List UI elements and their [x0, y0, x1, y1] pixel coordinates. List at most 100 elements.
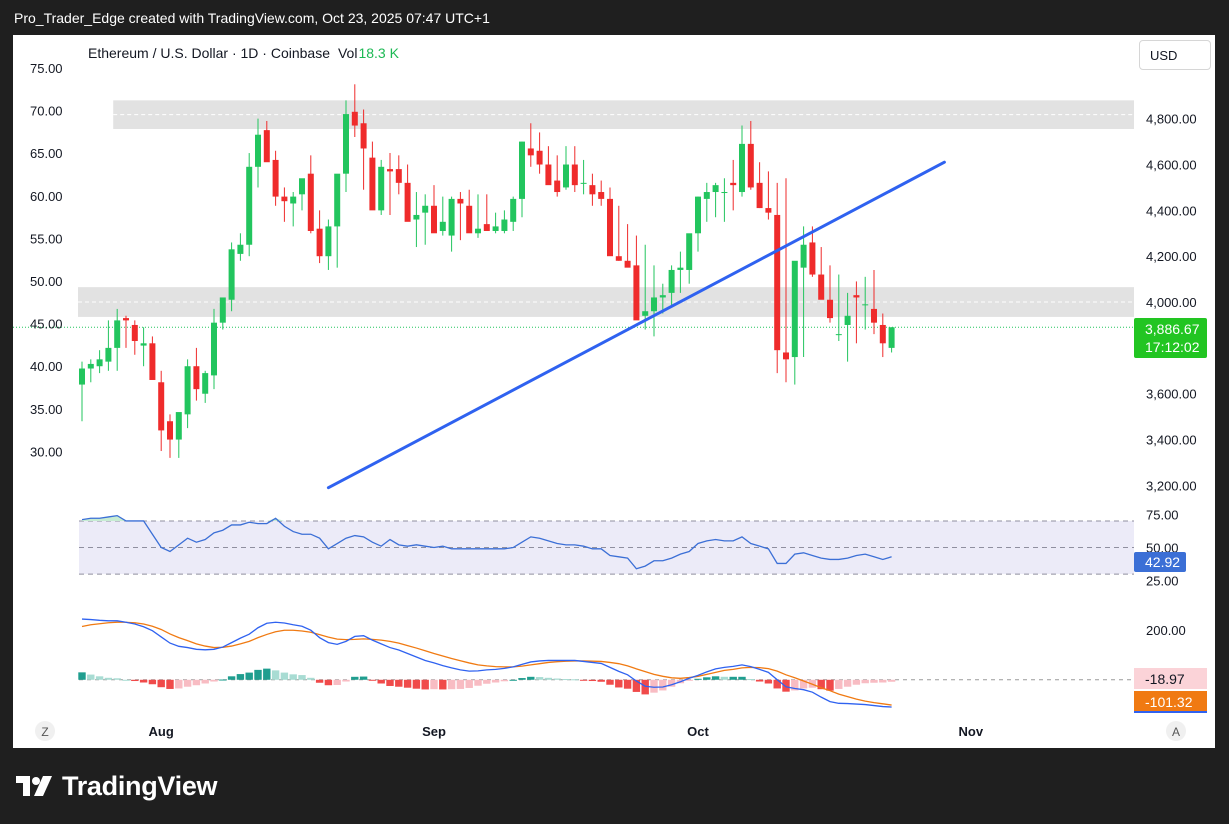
macd-histogram-bar — [518, 678, 526, 680]
candle-body — [615, 256, 622, 261]
candle-body — [879, 324, 886, 344]
candle — [818, 247, 825, 300]
auto-scale-button[interactable]: A — [1166, 721, 1186, 741]
candle-body — [343, 114, 349, 174]
macd-signal-line — [81, 621, 892, 706]
candle — [483, 194, 490, 231]
candle — [123, 315, 129, 348]
macd-histogram-bar — [289, 674, 297, 680]
macd-histogram-bar — [887, 679, 896, 682]
candle — [351, 84, 358, 138]
macd-histogram-bar — [764, 679, 773, 684]
currency-button[interactable]: USD — [1139, 40, 1211, 70]
candle-body — [659, 295, 666, 298]
candle-body — [167, 421, 173, 440]
candle-body — [589, 185, 596, 195]
candle-body — [642, 311, 649, 316]
timezone-button-label: Z — [41, 725, 48, 739]
timezone-button[interactable]: Z — [35, 721, 55, 741]
candle — [571, 146, 578, 193]
candle — [246, 153, 253, 257]
candle — [422, 194, 429, 245]
macd-histogram-bar — [597, 679, 605, 682]
tradingview-brand: TradingView — [16, 771, 218, 802]
macd-histogram-bar — [500, 679, 509, 682]
candle — [307, 155, 314, 234]
candle — [651, 265, 657, 337]
left-axis-tick: 65.00 — [30, 146, 63, 161]
timezone-button-bg[interactable] — [35, 721, 55, 741]
candle — [439, 196, 446, 236]
candle — [114, 308, 121, 371]
macd-histogram-bar — [333, 679, 341, 685]
macd-histogram-bar — [623, 679, 632, 689]
left-axis-tick: 35.00 — [30, 402, 63, 417]
candle-body — [668, 269, 675, 293]
macd-histogram-bar — [474, 679, 482, 686]
candle-body — [466, 205, 473, 234]
candle-body — [290, 196, 297, 204]
macd-histogram-bar — [157, 679, 165, 688]
candle-body — [853, 295, 860, 298]
macd-histogram-bar — [782, 679, 790, 692]
macd-histogram-bar — [439, 679, 447, 690]
candle — [228, 242, 235, 312]
candle-body — [527, 148, 534, 156]
candle — [466, 189, 473, 234]
candle — [149, 336, 156, 380]
candle-body — [404, 182, 411, 222]
candle — [457, 192, 464, 241]
left-axis-tick: 50.00 — [30, 274, 63, 289]
candle — [879, 313, 886, 358]
macd-histogram-bar — [254, 669, 262, 680]
candle-body — [114, 320, 121, 348]
candle-body — [686, 233, 693, 270]
macd-histogram-bar — [791, 679, 799, 691]
chart-panel[interactable] — [13, 35, 1215, 748]
candle — [527, 123, 534, 167]
candle — [343, 100, 349, 193]
candle — [255, 118, 261, 188]
macd-histogram-bar — [131, 679, 139, 682]
left-axis-tick: 60.00 — [30, 189, 63, 204]
macd-histogram-bar — [227, 676, 236, 680]
macd-histogram-bar — [817, 679, 825, 690]
macd-histogram-bar — [148, 679, 157, 685]
x-axis-label: Oct — [687, 724, 709, 739]
macd-histogram-bar — [456, 679, 465, 689]
candle-body — [158, 382, 165, 431]
candle — [774, 182, 781, 374]
auto-scale-button-bg[interactable] — [1166, 721, 1186, 741]
macd-histogram-bar — [703, 677, 711, 680]
macd-histogram-bar — [236, 674, 245, 680]
candle-body — [492, 226, 499, 231]
candle-body — [369, 157, 376, 211]
macd-histogram-bar — [139, 679, 148, 683]
candle-body — [633, 265, 640, 321]
macd-histogram-bar — [588, 679, 597, 682]
candle — [536, 132, 543, 174]
candle — [809, 226, 816, 277]
candle-body — [818, 274, 825, 300]
rsi-overbought-fill — [82, 515, 285, 521]
candle-body — [721, 192, 728, 194]
macd-histogram-bar — [359, 676, 368, 680]
candle — [633, 235, 640, 321]
candle — [888, 327, 895, 353]
ascending-trendline[interactable] — [326, 160, 946, 490]
macd-histogram-bar — [368, 679, 377, 681]
candle — [844, 292, 851, 362]
candle — [193, 347, 200, 401]
candle — [871, 269, 877, 335]
right-axis-tick: 4,000.00 — [1146, 295, 1197, 310]
candle — [325, 219, 332, 270]
macd-histogram-bar — [412, 679, 421, 689]
candle — [659, 283, 666, 314]
candle-body — [79, 368, 85, 385]
candle — [668, 265, 675, 307]
candle — [853, 281, 860, 344]
candle — [87, 359, 94, 383]
candle — [730, 159, 737, 211]
candle-body — [624, 260, 631, 268]
